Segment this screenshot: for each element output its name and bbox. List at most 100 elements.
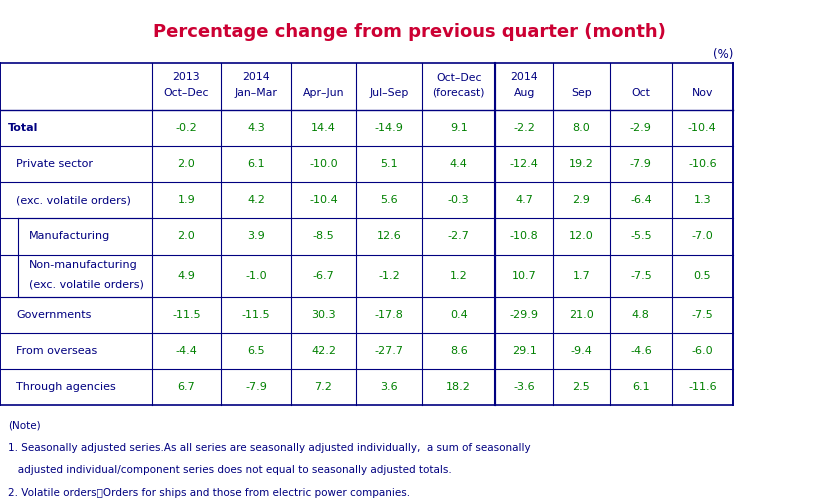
Text: Oct–Dec: Oct–Dec [164,88,209,98]
Text: 4.9: 4.9 [178,271,195,281]
Text: 30.3: 30.3 [311,310,336,320]
Text: -1.2: -1.2 [378,271,400,281]
Text: 3.6: 3.6 [380,382,398,392]
Text: -5.5: -5.5 [630,231,652,241]
Text: 21.0: 21.0 [569,310,594,320]
Text: -6.4: -6.4 [630,195,652,205]
Text: 1.9: 1.9 [178,195,195,205]
Text: Jan–Mar: Jan–Mar [234,88,278,98]
Text: 6.1: 6.1 [632,382,649,392]
Text: -10.0: -10.0 [310,159,337,169]
Text: -10.8: -10.8 [509,231,539,241]
Text: 0.4: 0.4 [450,310,468,320]
Text: Percentage change from previous quarter (month): Percentage change from previous quarter … [153,23,666,41]
Text: 2.0: 2.0 [178,231,195,241]
Text: 9.1: 9.1 [450,123,468,133]
Text: -14.9: -14.9 [374,123,404,133]
Text: Jul–Sep: Jul–Sep [369,88,409,98]
Text: -11.5: -11.5 [242,310,270,320]
Text: 4.8: 4.8 [632,310,649,320]
Text: 19.2: 19.2 [569,159,594,169]
Text: Oct–Dec: Oct–Dec [436,73,482,83]
Text: (exc. volatile orders): (exc. volatile orders) [29,280,143,290]
Text: -2.9: -2.9 [630,123,652,133]
Text: -2.7: -2.7 [448,231,469,241]
Text: -12.4: -12.4 [509,159,539,169]
Text: -11.6: -11.6 [688,382,717,392]
Text: 6.5: 6.5 [247,346,265,356]
Text: 7.2: 7.2 [314,382,333,392]
Text: -1.0: -1.0 [245,271,267,281]
Text: 4.4: 4.4 [450,159,468,169]
Text: -27.7: -27.7 [374,346,404,356]
Text: 1.3: 1.3 [694,195,711,205]
Text: 18.2: 18.2 [446,382,471,392]
Text: 5.1: 5.1 [380,159,398,169]
Text: -2.2: -2.2 [514,123,535,133]
Text: 4.3: 4.3 [247,123,265,133]
Text: 2014: 2014 [242,72,269,82]
Text: Total: Total [8,123,38,133]
Text: 12.6: 12.6 [377,231,401,241]
Text: 3.9: 3.9 [247,231,265,241]
Text: 2013: 2013 [173,72,200,82]
Text: 12.0: 12.0 [569,231,594,241]
Text: -7.9: -7.9 [630,159,652,169]
Text: -7.0: -7.0 [691,231,713,241]
Text: Nov: Nov [691,88,713,98]
Text: -17.8: -17.8 [374,310,404,320]
Text: 4.7: 4.7 [515,195,533,205]
Text: -10.4: -10.4 [309,195,338,205]
Text: 1.7: 1.7 [572,271,590,281]
Text: -9.4: -9.4 [571,346,592,356]
Text: -0.3: -0.3 [448,195,469,205]
Text: 6.1: 6.1 [247,159,265,169]
Text: 1. Seasonally adjusted series.As all series are seasonally adjusted individually: 1. Seasonally adjusted series.As all ser… [8,443,531,453]
Text: -3.6: -3.6 [514,382,535,392]
Text: -11.5: -11.5 [172,310,201,320]
Text: 0.5: 0.5 [694,271,711,281]
Text: -4.6: -4.6 [630,346,652,356]
Text: 14.4: 14.4 [311,123,336,133]
Text: Governments: Governments [16,310,92,320]
Text: (forecast): (forecast) [432,88,485,98]
Text: Non-manufacturing: Non-manufacturing [29,260,138,270]
Text: -4.4: -4.4 [175,346,197,356]
Text: Oct: Oct [631,88,650,98]
Text: 42.2: 42.2 [311,346,336,356]
Text: Private sector: Private sector [16,159,93,169]
Text: -29.9: -29.9 [509,310,539,320]
Text: -10.6: -10.6 [688,159,717,169]
Text: 10.7: 10.7 [512,271,536,281]
Text: -7.5: -7.5 [691,310,713,320]
Text: 8.6: 8.6 [450,346,468,356]
Text: Manufacturing: Manufacturing [29,231,110,241]
Text: 29.1: 29.1 [512,346,536,356]
Text: Apr–Jun: Apr–Jun [303,88,344,98]
Text: -7.5: -7.5 [630,271,652,281]
Text: 5.6: 5.6 [380,195,398,205]
Text: 8.0: 8.0 [572,123,590,133]
Text: -6.0: -6.0 [691,346,713,356]
Text: 4.2: 4.2 [247,195,265,205]
Text: -10.4: -10.4 [688,123,717,133]
Text: Through agencies: Through agencies [16,382,116,392]
Text: (Note): (Note) [8,420,41,430]
Text: adjusted individual/component series does not equal to seasonally adjusted total: adjusted individual/component series doe… [8,465,452,475]
Text: -0.2: -0.2 [175,123,197,133]
Text: -7.9: -7.9 [245,382,267,392]
Text: 2.5: 2.5 [572,382,590,392]
Text: From overseas: From overseas [16,346,97,356]
Text: 2.0: 2.0 [178,159,195,169]
Text: 1.2: 1.2 [450,271,468,281]
Text: -6.7: -6.7 [313,271,334,281]
Text: 2.9: 2.9 [572,195,590,205]
Text: (%): (%) [713,48,733,61]
Text: 2014: 2014 [510,72,538,82]
Text: (exc. volatile orders): (exc. volatile orders) [16,195,131,205]
Text: 6.7: 6.7 [178,382,195,392]
Text: Aug: Aug [514,88,535,98]
Text: 2. Volatile orders：Orders for ships and those from electric power companies.: 2. Volatile orders：Orders for ships and … [8,488,410,498]
Text: -8.5: -8.5 [313,231,334,241]
Text: Sep: Sep [571,88,592,98]
